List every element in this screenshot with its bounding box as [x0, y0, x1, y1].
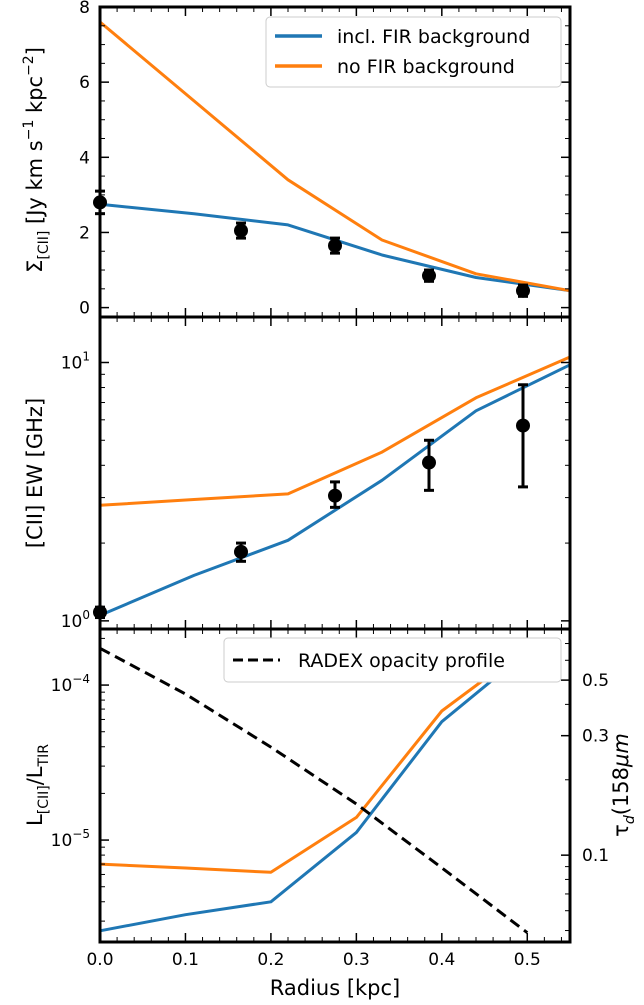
x-tick-label: 0.0	[86, 950, 113, 970]
series-line-no-p0	[99, 20, 571, 293]
panel-middle-ticks: 100 101	[61, 317, 570, 632]
panel-top-legend: incl. FIR background no FIR background	[265, 16, 562, 88]
y-tick-label: 101	[61, 349, 90, 373]
data-point	[234, 223, 248, 238]
data-point	[516, 418, 530, 433]
data-point	[328, 488, 342, 503]
x-axis-label: Radius [kpc]	[270, 976, 401, 1000]
y-tick-label: 10−4	[51, 672, 90, 696]
y-tick-label: 0	[79, 299, 90, 319]
data-point	[234, 544, 248, 559]
y-tick-label: 10−5	[51, 827, 90, 851]
data-point	[516, 283, 530, 298]
right-y-tick-label: 0.1	[582, 846, 609, 866]
y-tick-label: 6	[79, 73, 90, 93]
series-line-radex-p2	[99, 646, 529, 934]
x-tick-label: 0.1	[172, 950, 199, 970]
right-y-tick-label: 0.3	[582, 727, 609, 747]
data-point	[422, 455, 436, 470]
y-tick-label: 100	[61, 608, 90, 632]
legend-label-incl: incl. FIR background	[337, 26, 530, 48]
x-tick-label: 0.5	[514, 950, 541, 970]
series-line-incl-p2	[99, 650, 529, 933]
panel-middle-plot	[93, 355, 571, 620]
panel-bottom-ylabel-right: τd(158μm	[609, 733, 638, 837]
y-tick-label: 8	[79, 0, 90, 18]
x-tick-label: 0.3	[343, 950, 370, 970]
legend-label-radex: RADEX opacity profile	[298, 650, 505, 672]
panel-bottom-ylabel: L[CII]/LTIR	[23, 744, 52, 826]
panel-bottom-plot	[99, 646, 529, 934]
y-tick-label: 4	[79, 148, 90, 168]
series-line-no-p2	[99, 646, 529, 874]
panel-bottom-frame	[98, 627, 572, 944]
panel-bottom: 0.0 0.1 0.2 0.3 0.4 0.5 10−4 10−5 0.1 0.3 0.5 L[CI…	[23, 627, 638, 1000]
right-y-tick-label: 0.5	[582, 671, 609, 691]
panel-middle: 100 101 [CII] EW [GHz]	[23, 315, 572, 632]
series-line-incl-p1	[99, 363, 571, 617]
data-point	[422, 268, 436, 283]
series-line-no-p1	[99, 355, 571, 507]
panel-middle-ylabel: [CII] EW [GHz]	[23, 398, 47, 548]
panel-top-ylabel: Σ[CII] [Jy km s−1 kpc−2]	[21, 47, 52, 273]
panel-bottom-ticks: 0.0 0.1 0.2 0.3 0.4 0.5 10−4 10−5 0.1 0.3 0.5	[51, 628, 609, 970]
y-tick-label: 2	[79, 223, 90, 243]
panel-bottom-legend: RADEX opacity profile	[223, 637, 562, 683]
legend-box	[265, 16, 562, 88]
x-tick-label: 0.2	[257, 950, 284, 970]
data-point	[328, 238, 342, 253]
legend-label-no: no FIR background	[337, 56, 515, 78]
x-tick-label: 0.4	[428, 950, 455, 970]
panel-top: 0 2 4 6 8 Σ[CII] [Jy km s−1 kpc−2] incl. FIR…	[21, 0, 572, 319]
legend-box-radex	[223, 637, 562, 683]
